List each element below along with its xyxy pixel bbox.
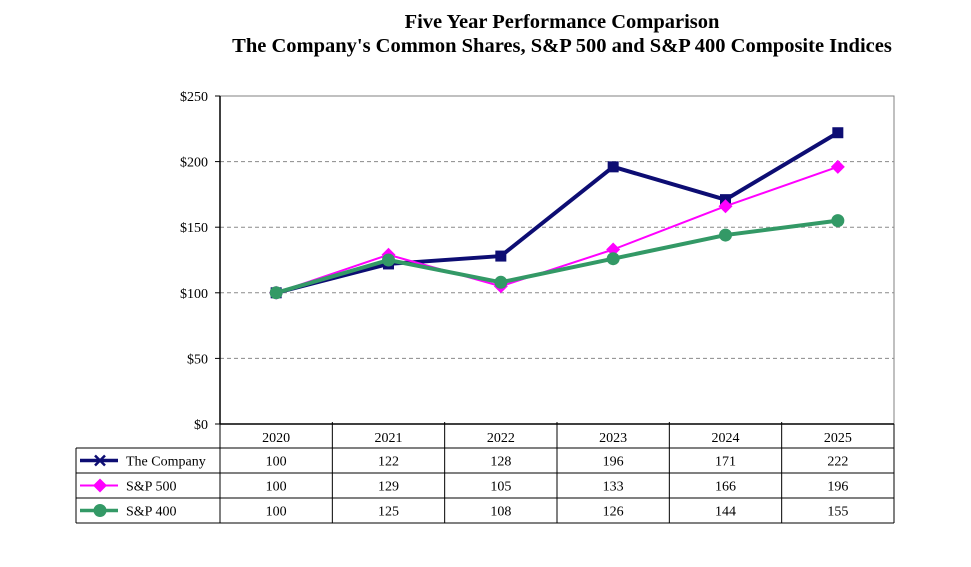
table-value-cell: 100 [266,505,287,520]
legend-key-marker-s-p-400 [93,504,107,517]
table-value-cell: 222 [827,455,848,470]
y-tick-label: $200 [180,156,208,171]
legend-key-marker-the-company [94,454,106,467]
y-tick-label: $0 [194,418,208,433]
y-tick-label: $50 [187,352,208,367]
series-line-s-p-400 [275,218,839,295]
y-tick-label: $250 [180,90,208,105]
data-point-s-p-400 [494,275,508,289]
legend-series-name: The Company [126,455,206,470]
table-value-cell: 108 [490,505,511,520]
table-value-cell: 129 [378,480,399,495]
data-point-s-p-400 [269,286,283,300]
data-point-s-p-500 [606,242,621,257]
table-value-cell: 100 [266,480,287,495]
table-value-cell: 105 [490,480,511,495]
plot-area-frame [219,95,895,425]
table-value-cell: 128 [490,455,511,470]
y-tick-label: $150 [180,221,208,236]
data-point-the-company [832,127,844,139]
x-category-label: 2020 [262,431,290,446]
data-point-s-p-500 [830,159,845,174]
series-line-the-company [275,131,839,295]
x-category-label: 2024 [712,431,740,446]
y-tick-label: $100 [180,287,208,302]
data-point-s-p-500 [718,199,733,214]
chart-subtitle: The Company's Common Shares, S&P 500 and… [232,35,892,57]
table-value-cell: 196 [827,480,848,495]
series-line-s-p-500 [275,165,839,294]
table-value-cell: 125 [378,505,399,520]
table-value-cell: 122 [378,455,399,470]
chart-title: Five Year Performance Comparison [404,11,720,33]
x-category-label: 2022 [487,431,515,446]
table-value-cell: 196 [603,455,624,470]
x-category-label: 2023 [599,431,627,446]
table-value-cell: 166 [715,480,736,495]
legend-series-name: S&P 500 [126,480,176,495]
data-point-the-company [607,161,619,173]
data-point-the-company [495,250,507,262]
table-value-cell: 126 [603,505,624,520]
table-value-cell: 155 [827,505,848,520]
data-point-s-p-400 [719,228,732,242]
x-category-label: 2025 [824,431,852,446]
data-point-s-p-400 [831,214,845,228]
legend-key-marker-s-p-500 [93,478,107,493]
table-value-cell: 100 [266,455,287,470]
x-category-label: 2021 [375,431,403,446]
data-point-s-p-400 [606,252,620,266]
table-value-cell: 144 [715,505,736,520]
data-point-s-p-400 [382,253,395,267]
table-value-cell: 133 [603,480,624,495]
table-value-cell: 171 [715,455,736,470]
legend-series-name: S&P 400 [126,505,176,520]
